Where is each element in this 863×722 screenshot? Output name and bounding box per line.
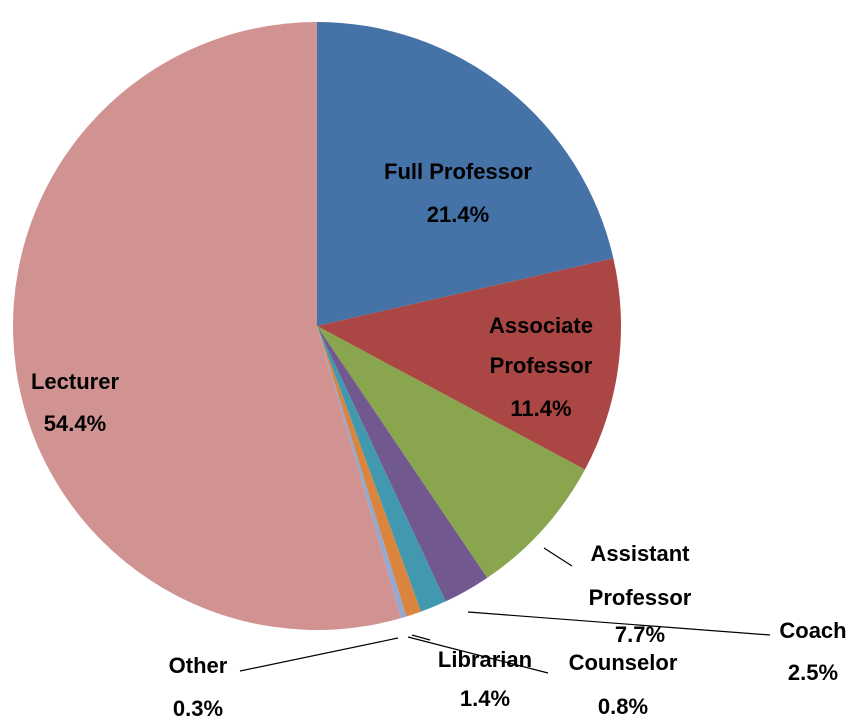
slice-label: Assistant Professor — [589, 541, 692, 610]
slice-label: Full Professor — [384, 159, 532, 184]
leader-line — [467, 611, 771, 636]
slice-value-label: 2.5% — [788, 660, 838, 685]
pie-slice — [317, 326, 421, 617]
pie-slice — [317, 326, 407, 619]
pie-slice — [13, 22, 401, 630]
leader-line — [239, 637, 399, 672]
slice-label: Counselor — [569, 650, 678, 675]
slice-label: Lecturer — [31, 369, 119, 394]
leader-line — [407, 636, 549, 674]
slice-value-label: 0.8% — [598, 694, 648, 719]
pie-slice — [317, 326, 585, 578]
slice-value-label: 11.4% — [510, 396, 571, 421]
leader-line — [543, 547, 573, 567]
pie-slice — [317, 326, 488, 602]
slice-label: Associate Professor — [489, 313, 593, 378]
slice-value-label: 54.4% — [44, 411, 106, 436]
slice-label: Other — [169, 653, 228, 678]
slice-value-label: 7.7% — [615, 622, 665, 647]
pie-slice — [317, 326, 446, 612]
slice-value-label: 0.3% — [173, 696, 223, 721]
pie-slice — [317, 258, 622, 470]
slice-value-label: 1.4% — [460, 686, 510, 711]
slice-value-label: 21.4% — [427, 202, 489, 227]
pie-slice — [317, 22, 614, 326]
slice-label: Coach — [779, 618, 846, 643]
slice-label: Librarian — [438, 647, 532, 672]
leader-line — [411, 634, 431, 641]
